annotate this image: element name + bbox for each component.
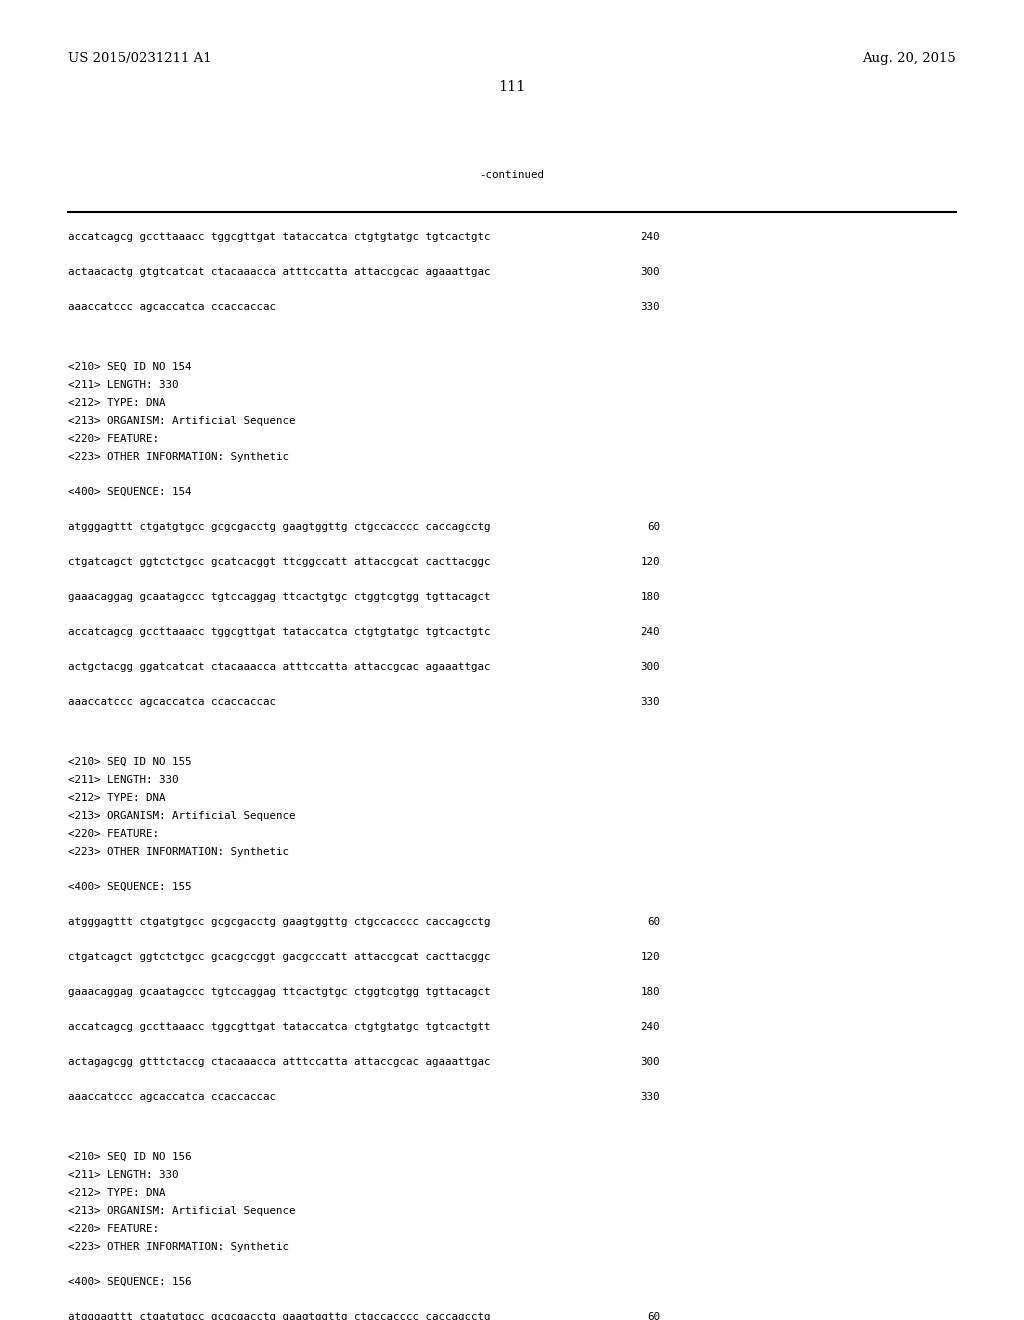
Text: <211> LENGTH: 330: <211> LENGTH: 330 — [68, 1170, 178, 1180]
Text: <211> LENGTH: 330: <211> LENGTH: 330 — [68, 775, 178, 785]
Text: <223> OTHER INFORMATION: Synthetic: <223> OTHER INFORMATION: Synthetic — [68, 1242, 289, 1251]
Text: 300: 300 — [640, 1057, 660, 1067]
Text: accatcagcg gccttaaacc tggcgttgat tataccatca ctgtgtatgc tgtcactgtt: accatcagcg gccttaaacc tggcgttgat tatacca… — [68, 1022, 490, 1032]
Text: actaacactg gtgtcatcat ctacaaacca atttccatta attaccgcac agaaattgac: actaacactg gtgtcatcat ctacaaacca atttcca… — [68, 267, 490, 277]
Text: 60: 60 — [647, 917, 660, 927]
Text: atgggagttt ctgatgtgcc gcgcgacctg gaagtggttg ctgccacccc caccagcctg: atgggagttt ctgatgtgcc gcgcgacctg gaagtgg… — [68, 1312, 490, 1320]
Text: aaaccatccc agcaccatca ccaccaccac: aaaccatccc agcaccatca ccaccaccac — [68, 1092, 276, 1102]
Text: <212> TYPE: DNA: <212> TYPE: DNA — [68, 399, 166, 408]
Text: 240: 240 — [640, 627, 660, 638]
Text: 300: 300 — [640, 663, 660, 672]
Text: actagagcgg gtttctaccg ctacaaacca atttccatta attaccgcac agaaattgac: actagagcgg gtttctaccg ctacaaacca atttcca… — [68, 1057, 490, 1067]
Text: <220> FEATURE:: <220> FEATURE: — [68, 829, 159, 840]
Text: aaaccatccc agcaccatca ccaccaccac: aaaccatccc agcaccatca ccaccaccac — [68, 697, 276, 708]
Text: accatcagcg gccttaaacc tggcgttgat tataccatca ctgtgtatgc tgtcactgtc: accatcagcg gccttaaacc tggcgttgat tatacca… — [68, 232, 490, 242]
Text: <210> SEQ ID NO 155: <210> SEQ ID NO 155 — [68, 756, 191, 767]
Text: accatcagcg gccttaaacc tggcgttgat tataccatca ctgtgtatgc tgtcactgtc: accatcagcg gccttaaacc tggcgttgat tatacca… — [68, 627, 490, 638]
Text: actgctacgg ggatcatcat ctacaaacca atttccatta attaccgcac agaaattgac: actgctacgg ggatcatcat ctacaaacca atttcca… — [68, 663, 490, 672]
Text: <213> ORGANISM: Artificial Sequence: <213> ORGANISM: Artificial Sequence — [68, 416, 296, 426]
Text: atgggagttt ctgatgtgcc gcgcgacctg gaagtggttg ctgccacccc caccagcctg: atgggagttt ctgatgtgcc gcgcgacctg gaagtgg… — [68, 521, 490, 532]
Text: aaaccatccc agcaccatca ccaccaccac: aaaccatccc agcaccatca ccaccaccac — [68, 302, 276, 312]
Text: 240: 240 — [640, 1022, 660, 1032]
Text: <213> ORGANISM: Artificial Sequence: <213> ORGANISM: Artificial Sequence — [68, 810, 296, 821]
Text: <223> OTHER INFORMATION: Synthetic: <223> OTHER INFORMATION: Synthetic — [68, 451, 289, 462]
Text: US 2015/0231211 A1: US 2015/0231211 A1 — [68, 51, 212, 65]
Text: <211> LENGTH: 330: <211> LENGTH: 330 — [68, 380, 178, 389]
Text: 120: 120 — [640, 952, 660, 962]
Text: 120: 120 — [640, 557, 660, 568]
Text: atgggagttt ctgatgtgcc gcgcgacctg gaagtggttg ctgccacccc caccagcctg: atgggagttt ctgatgtgcc gcgcgacctg gaagtgg… — [68, 917, 490, 927]
Text: <400> SEQUENCE: 154: <400> SEQUENCE: 154 — [68, 487, 191, 498]
Text: <220> FEATURE:: <220> FEATURE: — [68, 1224, 159, 1234]
Text: <212> TYPE: DNA: <212> TYPE: DNA — [68, 1188, 166, 1199]
Text: 60: 60 — [647, 1312, 660, 1320]
Text: -continued: -continued — [479, 170, 545, 180]
Text: gaaacaggag gcaatagccc tgtccaggag ttcactgtgc ctggtcgtgg tgttacagct: gaaacaggag gcaatagccc tgtccaggag ttcactg… — [68, 987, 490, 997]
Text: 330: 330 — [640, 697, 660, 708]
Text: 330: 330 — [640, 302, 660, 312]
Text: ctgatcagct ggtctctgcc gcatcacggt ttcggccatt attaccgcat cacttacggc: ctgatcagct ggtctctgcc gcatcacggt ttcggcc… — [68, 557, 490, 568]
Text: Aug. 20, 2015: Aug. 20, 2015 — [862, 51, 956, 65]
Text: 60: 60 — [647, 521, 660, 532]
Text: 180: 180 — [640, 591, 660, 602]
Text: 180: 180 — [640, 987, 660, 997]
Text: <400> SEQUENCE: 155: <400> SEQUENCE: 155 — [68, 882, 191, 892]
Text: 330: 330 — [640, 1092, 660, 1102]
Text: <220> FEATURE:: <220> FEATURE: — [68, 434, 159, 444]
Text: <210> SEQ ID NO 156: <210> SEQ ID NO 156 — [68, 1152, 191, 1162]
Text: <212> TYPE: DNA: <212> TYPE: DNA — [68, 793, 166, 803]
Text: <210> SEQ ID NO 154: <210> SEQ ID NO 154 — [68, 362, 191, 372]
Text: <223> OTHER INFORMATION: Synthetic: <223> OTHER INFORMATION: Synthetic — [68, 847, 289, 857]
Text: 111: 111 — [499, 81, 525, 94]
Text: <400> SEQUENCE: 156: <400> SEQUENCE: 156 — [68, 1276, 191, 1287]
Text: <213> ORGANISM: Artificial Sequence: <213> ORGANISM: Artificial Sequence — [68, 1206, 296, 1216]
Text: ctgatcagct ggtctctgcc gcacgccggt gacgcccatt attaccgcat cacttacggc: ctgatcagct ggtctctgcc gcacgccggt gacgccc… — [68, 952, 490, 962]
Text: 300: 300 — [640, 267, 660, 277]
Text: gaaacaggag gcaatagccc tgtccaggag ttcactgtgc ctggtcgtgg tgttacagct: gaaacaggag gcaatagccc tgtccaggag ttcactg… — [68, 591, 490, 602]
Text: 240: 240 — [640, 232, 660, 242]
